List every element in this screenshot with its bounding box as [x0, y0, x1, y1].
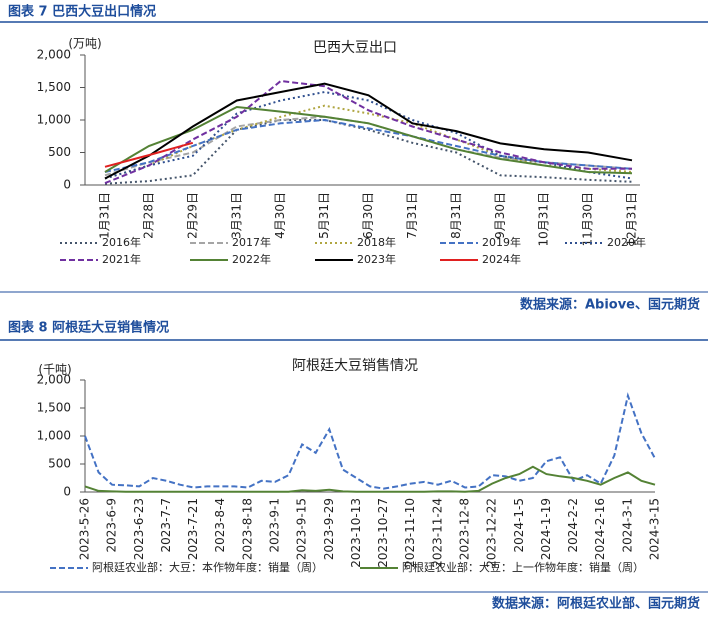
legend-label: 2017年 — [232, 235, 271, 249]
x-tick-label: 2023-10-27 — [376, 498, 390, 568]
y-unit: (万吨) — [68, 37, 101, 51]
y-tick-label: 1,500 — [37, 401, 71, 415]
chart-title: 阿根廷大豆销售情况 — [292, 358, 418, 374]
x-tick-label: 3月31日 — [229, 192, 243, 239]
x-tick-label: 2024-3-15 — [648, 498, 662, 560]
x-tick-label: 2024-3-1 — [620, 498, 634, 552]
series-line — [84, 392, 656, 490]
x-tick-label: 2023-6-9 — [105, 498, 119, 552]
legend-label: 2018年 — [357, 235, 396, 249]
x-tick-label: 2月29日 — [185, 192, 199, 239]
x-tick-label: 2023-7-7 — [159, 498, 173, 552]
x-tick-label: 2月28日 — [141, 192, 155, 239]
x-tick-label: 2023-10-13 — [349, 498, 363, 568]
y-tick-label: 0 — [63, 485, 71, 499]
x-tick-label: 2023-9-15 — [295, 498, 309, 560]
x-tick-label: 2023-11-10 — [403, 498, 417, 568]
x-tick-label: 7月31日 — [405, 192, 419, 239]
y-tick-label: 500 — [48, 145, 71, 159]
x-tick-label: 2023-6-23 — [132, 498, 146, 560]
series-line — [104, 119, 633, 185]
figure-caption: 图表 8 阿根廷大豆销售情况 — [8, 320, 169, 336]
x-tick-label: 10月31日 — [537, 192, 551, 247]
x-tick-label: 9月30日 — [493, 192, 507, 239]
x-tick-label: 4月30日 — [273, 192, 287, 239]
x-tick-label: 8月31日 — [449, 192, 463, 239]
y-tick-label: 1,000 — [37, 113, 71, 127]
series-line — [104, 90, 633, 180]
legend-label: 阿根廷农业部：大豆：上一作物年度：销量（周） — [402, 560, 644, 574]
series-line — [104, 82, 633, 180]
x-tick-label: 2023-12-22 — [485, 498, 499, 568]
source: 数据来源：阿根廷农业部、国元期货 — [492, 596, 700, 612]
chart-title: 巴西大豆出口 — [313, 40, 397, 56]
series-line — [104, 79, 632, 185]
figure-caption: 图表 7 巴西大豆出口情况 — [8, 4, 156, 20]
x-tick-label: 2023-8-18 — [240, 498, 254, 560]
series-line — [84, 465, 656, 493]
y-tick-label: 0 — [63, 178, 71, 192]
legend-label: 2023年 — [357, 252, 396, 266]
legend-label: 2016年 — [102, 235, 141, 249]
y-tick-label: 500 — [48, 457, 71, 471]
legend-label: 2021年 — [102, 252, 141, 266]
x-tick-label: 2023-9-1 — [268, 498, 282, 552]
legend-label: 2024年 — [482, 252, 521, 266]
x-tick-label: 11月30日 — [581, 192, 595, 247]
legend-label: 2019年 — [482, 235, 521, 249]
x-tick-label: 2024-2-2 — [566, 498, 580, 552]
legend-label: 阿根廷农业部：大豆：本作物年度：销量（周） — [92, 560, 323, 574]
y-tick-label: 1,500 — [37, 80, 71, 94]
series-line — [104, 105, 633, 175]
x-tick-label: 5月31日 — [317, 192, 331, 239]
x-tick-label: 2024-1-19 — [539, 498, 553, 560]
legend-label: 2022年 — [232, 252, 271, 266]
x-tick-label: 1月31日 — [98, 192, 112, 239]
source: 数据来源：Abiove、国元期货 — [520, 297, 700, 313]
series-line — [104, 141, 194, 168]
x-tick-label: 2023-5-26 — [78, 498, 92, 560]
x-tick-label: 2023-8-4 — [213, 498, 227, 552]
y-tick-label: 2,000 — [37, 373, 71, 387]
y-tick-label: 1,000 — [37, 429, 71, 443]
x-tick-label: 2023-9-29 — [322, 498, 336, 560]
x-tick-label: 12月31日 — [625, 192, 639, 247]
y-tick-label: 2,000 — [37, 48, 71, 62]
x-tick-label: 2024-2-16 — [593, 498, 607, 560]
x-tick-label: 2023-11-24 — [430, 498, 444, 568]
x-tick-label: 6月30日 — [361, 192, 375, 239]
x-tick-label: 2023-7-21 — [186, 498, 200, 560]
x-tick-label: 2023-12-8 — [458, 498, 472, 560]
x-tick-label: 2024-1-5 — [512, 498, 526, 552]
legend-label: 2020年 — [607, 235, 646, 249]
y-unit: (千吨) — [38, 363, 71, 377]
